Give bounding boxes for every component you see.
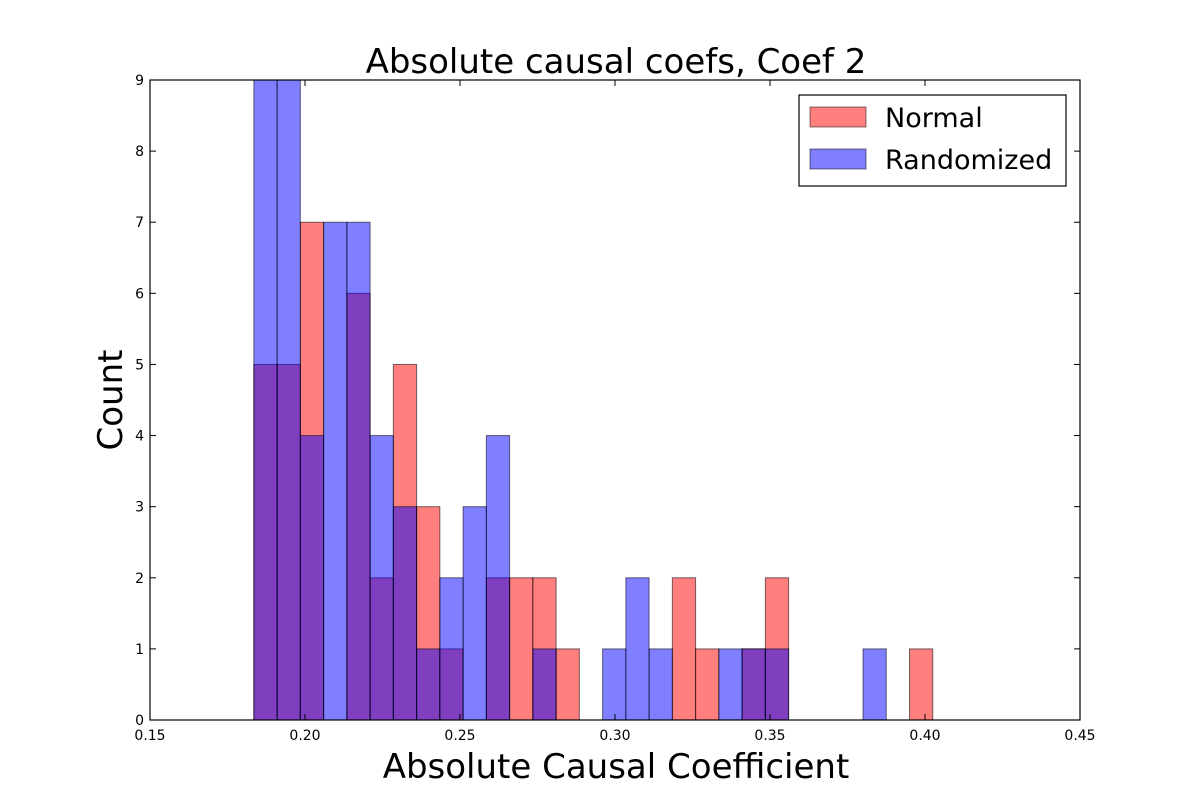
bar-randomized-17 [764, 648, 790, 721]
bar-normal-9 [509, 577, 534, 721]
bar-randomized-18 [862, 648, 887, 721]
bar-randomized-10 [485, 435, 511, 721]
bar-randomized-7 [416, 648, 441, 721]
bar-randomized-13 [625, 577, 650, 721]
x-tick-label: 0.40 [909, 728, 940, 744]
y-axis-label: Count [91, 350, 131, 451]
y-tick-label: 0 [135, 713, 144, 729]
y-tick-label: 3 [135, 500, 144, 516]
bar-randomized-4 [346, 221, 371, 721]
bar-randomized-3 [323, 221, 348, 721]
x-tick-label: 0.35 [754, 728, 785, 744]
x-tick-label: 0.20 [289, 728, 320, 744]
legend-swatch-randomized [809, 148, 867, 170]
bar-randomized-12 [602, 648, 627, 721]
bar-randomized-2 [299, 435, 325, 721]
legend-swatch-normal [809, 106, 867, 128]
bar-randomized-11 [532, 648, 557, 721]
bar-randomized-0 [253, 79, 278, 721]
bar-randomized-1 [276, 79, 301, 721]
y-tick-label: 9 [135, 73, 144, 89]
x-tick-label: 0.15 [134, 728, 165, 744]
x-axis-ticks: 0.15 0.20 0.25 0.30 0.35 0.40 0.45 [134, 80, 1096, 744]
x-axis-label: Absolute Causal Coefficient [383, 747, 850, 787]
legend-label-normal: Normal [885, 103, 983, 134]
bar-randomized-9 [462, 506, 487, 721]
y-tick-label: 8 [135, 144, 144, 160]
bar-randomized-16 [741, 648, 766, 721]
y-tick-label: 5 [135, 357, 144, 373]
bar-normal-11 [555, 648, 580, 721]
legend: Normal Randomized [798, 94, 1067, 187]
y-tick-label: 7 [135, 215, 144, 231]
y-tick-label: 2 [135, 571, 144, 587]
bar-randomized-14 [648, 648, 673, 721]
bar-normal-13 [695, 648, 720, 721]
bar-normal-12 [671, 577, 697, 721]
y-tick-label: 1 [135, 642, 144, 658]
legend-label-randomized: Randomized [885, 145, 1052, 176]
y-axis-ticks: 0 1 2 3 4 5 6 7 8 9 [135, 73, 1080, 729]
bar-randomized-8 [439, 577, 464, 721]
series-randomized-bars [253, 79, 887, 721]
bar-randomized-5 [369, 435, 394, 721]
bar-normal-16 [909, 648, 934, 721]
x-tick-label: 0.30 [599, 728, 630, 744]
chart-title: Absolute causal coefs, Coef 2 [366, 42, 867, 82]
bar-randomized-15 [718, 648, 743, 721]
y-tick-label: 6 [135, 286, 144, 302]
x-tick-label: 0.25 [444, 728, 475, 744]
x-tick-label: 0.45 [1064, 728, 1095, 744]
bar-randomized-6 [392, 506, 418, 721]
y-tick-label: 4 [135, 429, 144, 445]
